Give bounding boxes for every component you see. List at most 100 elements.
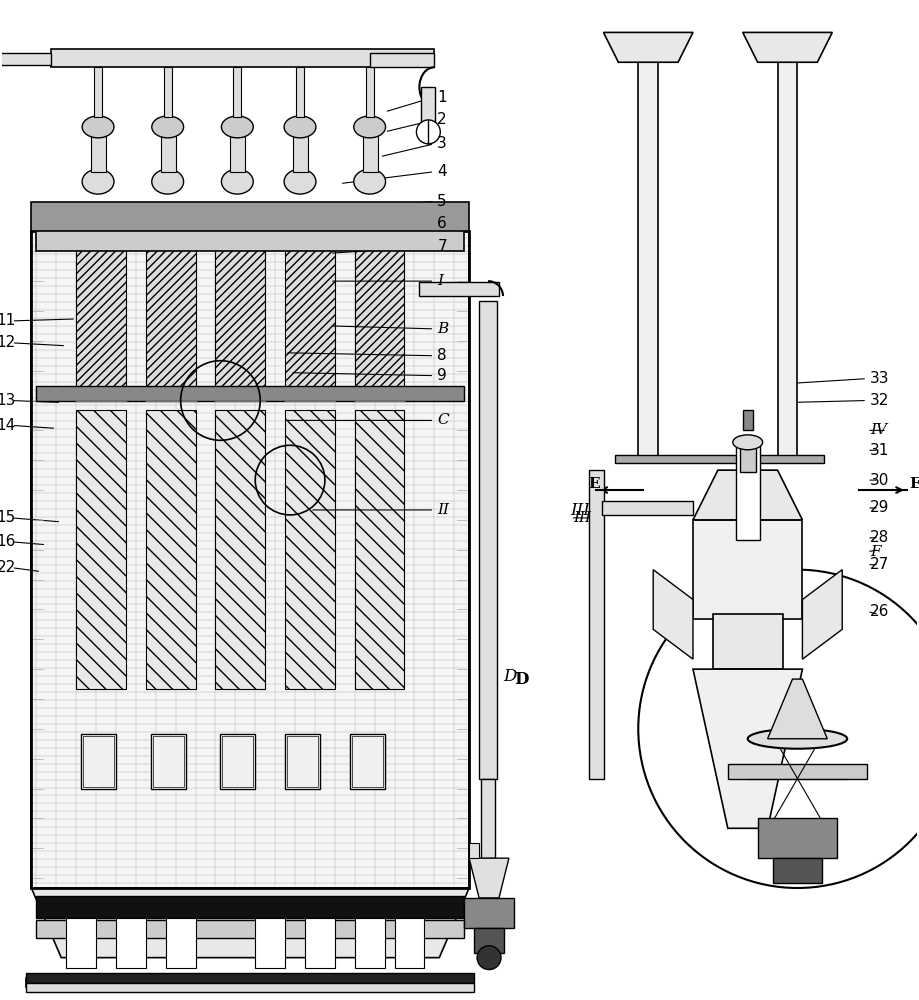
Text: 11: 11 xyxy=(0,313,16,328)
Bar xyxy=(153,736,184,787)
Text: 29: 29 xyxy=(869,500,889,515)
Bar xyxy=(369,53,434,67)
Ellipse shape xyxy=(284,116,315,138)
Polygon shape xyxy=(692,669,801,828)
Bar xyxy=(727,764,866,779)
Bar xyxy=(94,67,102,117)
Bar xyxy=(588,470,604,779)
Text: B: B xyxy=(437,322,448,336)
Text: 1: 1 xyxy=(437,90,447,105)
Text: 2: 2 xyxy=(437,112,447,127)
Bar xyxy=(285,410,335,689)
Bar xyxy=(37,920,464,938)
Bar xyxy=(355,241,404,391)
Bar xyxy=(351,736,382,787)
Text: 14: 14 xyxy=(0,418,16,433)
Bar xyxy=(287,736,318,787)
Bar xyxy=(305,918,335,968)
Bar xyxy=(0,53,51,65)
Bar xyxy=(602,501,692,515)
Bar xyxy=(51,49,434,67)
Bar xyxy=(37,386,464,401)
Polygon shape xyxy=(742,32,832,62)
Bar xyxy=(255,918,285,968)
Ellipse shape xyxy=(353,116,385,138)
Text: 5: 5 xyxy=(437,194,447,209)
Bar xyxy=(145,410,196,689)
Polygon shape xyxy=(603,32,692,62)
Bar xyxy=(464,898,514,928)
Bar xyxy=(355,918,384,968)
Text: 28: 28 xyxy=(869,530,889,545)
Text: IV: IV xyxy=(869,423,886,437)
Bar xyxy=(165,918,196,968)
Bar xyxy=(481,779,494,858)
Bar xyxy=(66,918,96,968)
Ellipse shape xyxy=(284,169,315,194)
Bar xyxy=(215,241,265,391)
Bar xyxy=(479,301,496,779)
Text: 30: 30 xyxy=(869,473,889,488)
Bar xyxy=(735,440,759,540)
Bar xyxy=(638,62,657,460)
Text: 16: 16 xyxy=(0,534,16,549)
Text: 27: 27 xyxy=(869,557,889,572)
Text: 9: 9 xyxy=(437,368,447,383)
Bar xyxy=(285,734,320,789)
Bar xyxy=(27,983,473,992)
Ellipse shape xyxy=(221,116,253,138)
Polygon shape xyxy=(766,679,826,739)
Bar xyxy=(362,132,377,172)
Polygon shape xyxy=(801,570,841,659)
Polygon shape xyxy=(469,858,508,898)
Polygon shape xyxy=(31,888,469,958)
Bar xyxy=(469,843,479,858)
Bar xyxy=(777,62,797,460)
Text: 8: 8 xyxy=(437,348,447,363)
Ellipse shape xyxy=(732,435,762,450)
Bar xyxy=(394,918,424,968)
Polygon shape xyxy=(652,570,692,659)
Text: E: E xyxy=(588,477,599,491)
Text: F: F xyxy=(869,545,879,559)
Text: 22: 22 xyxy=(0,560,16,575)
Text: C: C xyxy=(437,413,448,427)
Circle shape xyxy=(416,120,440,144)
Bar xyxy=(692,520,801,619)
Bar xyxy=(37,896,464,918)
Bar xyxy=(27,973,473,983)
Ellipse shape xyxy=(221,169,253,194)
Bar xyxy=(31,231,469,888)
Bar xyxy=(742,410,752,430)
Bar xyxy=(145,241,196,391)
Text: D: D xyxy=(503,668,516,685)
Ellipse shape xyxy=(152,116,184,138)
Text: E: E xyxy=(908,477,919,491)
Bar xyxy=(164,67,172,117)
Bar xyxy=(81,734,116,789)
Bar xyxy=(31,202,469,231)
Bar xyxy=(161,132,176,172)
Bar xyxy=(230,132,245,172)
Bar xyxy=(215,410,265,689)
Bar xyxy=(233,67,241,117)
Bar xyxy=(151,734,186,789)
Text: I: I xyxy=(437,274,443,288)
Bar xyxy=(349,734,384,789)
Text: 33: 33 xyxy=(869,371,889,386)
Text: 32: 32 xyxy=(869,393,889,408)
Bar xyxy=(37,226,464,251)
Text: III: III xyxy=(573,511,591,525)
Ellipse shape xyxy=(747,729,846,749)
Text: 4: 4 xyxy=(437,164,447,179)
Bar xyxy=(285,241,335,391)
Bar xyxy=(757,818,836,858)
Text: II: II xyxy=(437,503,448,517)
Bar xyxy=(31,231,469,888)
Text: 15: 15 xyxy=(0,510,16,525)
Bar xyxy=(83,736,114,787)
Text: 3: 3 xyxy=(437,136,447,151)
Bar xyxy=(27,978,473,987)
Bar xyxy=(615,455,823,463)
Bar xyxy=(116,918,145,968)
